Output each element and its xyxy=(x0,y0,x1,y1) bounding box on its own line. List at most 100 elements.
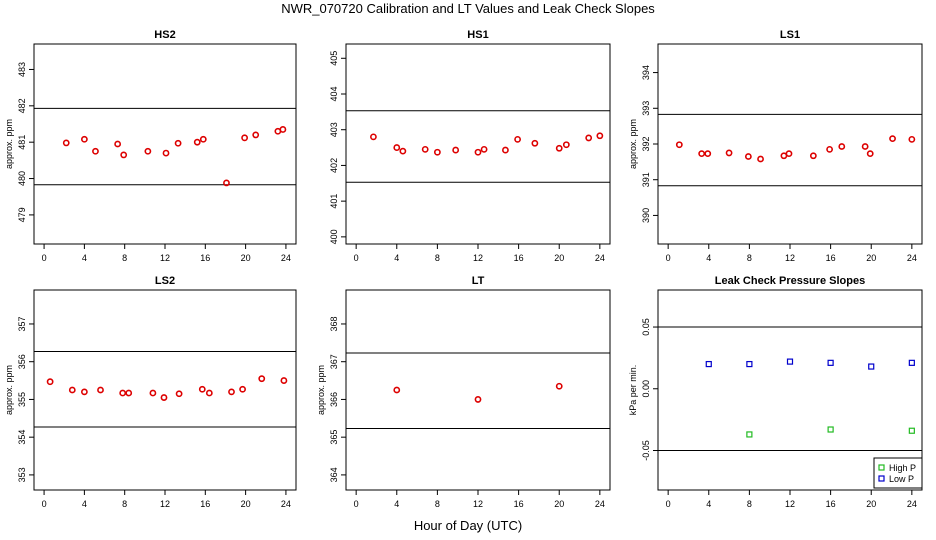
panel-1-data-point xyxy=(80,135,88,143)
panel-4-x-tick-label: 12 xyxy=(160,499,170,509)
figure-title: NWR_070720 Calibration and LT Values and… xyxy=(281,1,655,16)
panel-4-data-point xyxy=(175,390,183,398)
panel-1-x-tick-label: 4 xyxy=(82,253,87,263)
panel-2-data-point xyxy=(452,146,460,154)
panel-3-data-point xyxy=(809,152,817,160)
panel-3-x-tick-label: 4 xyxy=(706,253,711,263)
panel-6-data-point xyxy=(786,358,794,365)
panel-2-y-tick-label: 403 xyxy=(329,122,339,137)
panel-1-data-point xyxy=(162,149,170,157)
panel-3-data-point xyxy=(889,135,896,143)
panel-6-legend-label: High P xyxy=(889,463,916,473)
panel-1-y-tick-label: 479 xyxy=(17,207,27,222)
panel-5-x-tick-label: 20 xyxy=(554,499,564,509)
panel-6-y-tick-label: 0.05 xyxy=(641,318,651,336)
panel-2-data-point xyxy=(555,144,563,152)
panel-2-x-tick-label: 4 xyxy=(394,253,399,263)
panel-1-x-tick-label: 16 xyxy=(200,253,210,263)
panel-1-data-point xyxy=(199,135,207,143)
panel-6-y-axis-label: kPa per min. xyxy=(628,365,638,416)
panel-6-data-point xyxy=(827,359,834,366)
panel-1-y-axis-label: approx. ppm xyxy=(4,119,14,169)
panel-4-data-point xyxy=(80,388,88,396)
panel-2-data-point xyxy=(585,134,593,142)
panel-6-legend-label: Low P xyxy=(889,474,914,484)
panel-2-title: HS1 xyxy=(467,29,488,41)
panel-6-y-tick-label: 0.00 xyxy=(641,380,651,398)
panel-4-data-point xyxy=(198,385,206,393)
panel-3-data-point xyxy=(866,150,874,158)
panel-1-x-tick-label: 8 xyxy=(122,253,127,263)
panel-2-y-tick-label: 402 xyxy=(329,158,339,173)
panel-3-data-point xyxy=(675,141,683,149)
panel-6-x-tick-label: 16 xyxy=(826,499,836,509)
panel-6-x-tick-label: 0 xyxy=(666,499,671,509)
panel-6-title: Leak Check Pressure Slopes xyxy=(715,275,865,287)
panel-2-data-point xyxy=(433,148,441,156)
panel-6-legend xyxy=(873,457,923,489)
panel-1-y-tick-label: 482 xyxy=(17,98,27,113)
panel-3-y-tick-label: 392 xyxy=(641,136,651,151)
panel-6-legend-marker xyxy=(878,475,885,482)
panel-4-y-tick-label: 357 xyxy=(17,316,27,331)
panel-3-frame xyxy=(657,43,923,245)
panel-4-data-point xyxy=(149,389,157,397)
panel-4-data-point xyxy=(125,389,133,397)
panel-2-data-point xyxy=(370,133,377,141)
panel-5-y-tick-label: 366 xyxy=(329,392,339,407)
panel-3-data-point xyxy=(744,153,752,160)
panel-3-y-tick-label: 393 xyxy=(641,101,651,116)
panel-1-title: HS2 xyxy=(154,29,175,41)
panel-3-y-tick-label: 390 xyxy=(641,208,651,223)
panel-4-data-point xyxy=(46,378,54,386)
panel-3-x-tick-label: 12 xyxy=(785,253,795,263)
panel-2-x-tick-label: 8 xyxy=(435,253,440,263)
panel-4-x-tick-label: 16 xyxy=(200,499,210,509)
panel-5-y-tick-label: 368 xyxy=(329,316,339,331)
panel-5-y-tick-label: 364 xyxy=(329,467,339,482)
panel-4-data-point xyxy=(258,375,266,383)
panel-2-data-point xyxy=(399,147,407,155)
panel-4-data-point xyxy=(119,389,127,397)
panel-2-x-tick-label: 16 xyxy=(514,253,524,263)
panel-2-data-point xyxy=(480,145,488,153)
panel-3-x-tick-label: 20 xyxy=(866,253,876,263)
panel-1-y-tick-label: 481 xyxy=(17,135,27,150)
panel-2-data-point xyxy=(531,139,539,147)
panel-2-frame xyxy=(345,43,611,245)
panel-2-data-point xyxy=(562,141,570,149)
panel-5-y-tick-label: 365 xyxy=(329,430,339,445)
panel-3-x-tick-label: 16 xyxy=(826,253,836,263)
panel-6-x-tick-label: 20 xyxy=(866,499,876,509)
panel-4-y-tick-label: 356 xyxy=(17,354,27,369)
panel-1-data-point xyxy=(174,139,182,147)
panel-4-data-point xyxy=(68,386,76,394)
panel-3-x-tick-label: 24 xyxy=(907,253,917,263)
panel-1-data-point xyxy=(144,147,152,155)
panel-5-data-point xyxy=(474,396,482,403)
panel-4-frame xyxy=(33,289,297,491)
panel-2-x-tick-label: 24 xyxy=(595,253,605,263)
panel-2-x-tick-label: 20 xyxy=(554,253,564,263)
panel-3-data-point xyxy=(838,143,846,150)
panel-2-data-point xyxy=(596,132,604,140)
panel-6-x-tick-label: 4 xyxy=(706,499,711,509)
panel-3-data-point xyxy=(826,145,833,153)
panel-1-x-tick-label: 24 xyxy=(281,253,291,263)
panel-1-data-point xyxy=(114,140,122,148)
panel-6-data-point xyxy=(705,360,712,368)
panel-3-y-tick-label: 391 xyxy=(641,172,651,187)
panel-4-y-axis-label: approx. ppm xyxy=(4,365,14,415)
panel-2-data-point xyxy=(502,146,509,154)
panel-6-data-point xyxy=(908,359,915,366)
panel-6-data-point xyxy=(827,426,834,433)
panel-6-y-tick-label: -0.05 xyxy=(641,440,651,461)
panel-1-data-point xyxy=(252,131,260,139)
panel-5-data-point xyxy=(555,382,563,390)
panel-2-data-point xyxy=(393,144,401,151)
panel-5-x-tick-label: 0 xyxy=(354,499,359,509)
panel-5-y-axis-label: approx. ppm xyxy=(316,365,326,415)
panel-5-x-tick-label: 12 xyxy=(473,499,483,509)
panel-4-data-point xyxy=(97,386,104,394)
panel-2-data-point xyxy=(474,148,482,156)
